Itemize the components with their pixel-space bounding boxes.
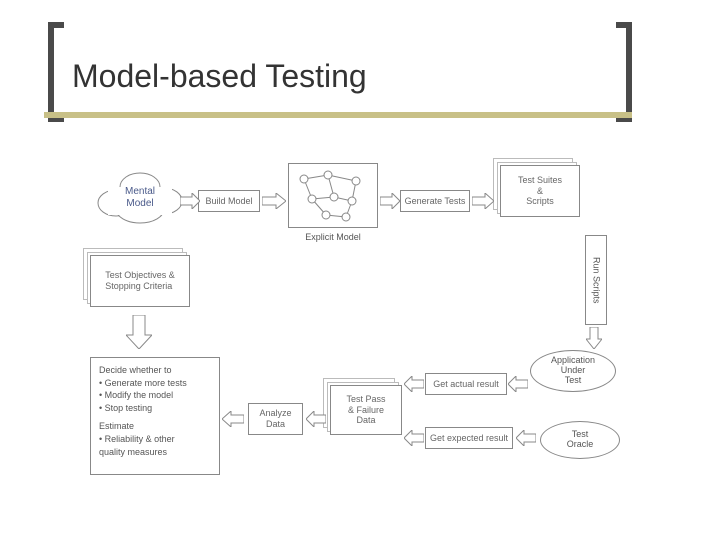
- arrow-objectives-to-decide: [126, 315, 152, 349]
- arrow-getexpected-to-passfail: [404, 430, 424, 446]
- arrow-mental-to-build: [180, 193, 200, 209]
- node-get-expected: Get expected result: [425, 427, 513, 449]
- node-generate-tests: Generate Tests: [400, 190, 470, 212]
- node-test-oracle: Test Oracle: [540, 421, 620, 459]
- title-bracket-right: [616, 22, 632, 122]
- flow-diagram: Mental Model Build Model Explicit Model …: [90, 165, 650, 505]
- page-title: Model-based Testing: [72, 58, 367, 95]
- arrow-runscripts-to-aut: [586, 327, 602, 349]
- node-build-model: Build Model: [198, 190, 260, 212]
- arrow-aut-to-getactual: [508, 376, 528, 392]
- node-get-actual: Get actual result: [425, 373, 507, 395]
- node-mental-model-label: Mental Model: [102, 183, 178, 213]
- arrow-passfail-to-analyze: [306, 411, 326, 427]
- node-application-under-test: Application Under Test: [530, 350, 616, 392]
- node-explicit-model-label: Explicit Model: [288, 230, 378, 244]
- arrow-oracle-to-getexpected: [516, 430, 536, 446]
- node-explicit-model: [288, 163, 378, 228]
- arrow-gentests-to-suites: [472, 193, 494, 209]
- title-bracket-left: [48, 22, 64, 122]
- node-test-suites: Test Suites & Scripts: [500, 165, 580, 217]
- node-objectives-criteria: Test Objectives & Stopping Criteria: [90, 255, 190, 307]
- arrow-getactual-to-passfail: [404, 376, 424, 392]
- node-run-scripts: Run Scripts: [585, 235, 607, 325]
- title-accent-bar: [44, 112, 632, 118]
- explicit-model-graph-icon: [290, 167, 376, 225]
- node-decide-box: Decide whether to • Generate more tests …: [90, 357, 220, 475]
- arrow-build-to-explicit: [262, 193, 286, 209]
- node-pass-fail-data: Test Pass & Failure Data: [330, 385, 402, 435]
- arrow-analyze-to-decide: [222, 411, 244, 427]
- arrow-explicit-to-gentests: [380, 193, 400, 209]
- node-analyze-data: Analyze Data: [248, 403, 303, 435]
